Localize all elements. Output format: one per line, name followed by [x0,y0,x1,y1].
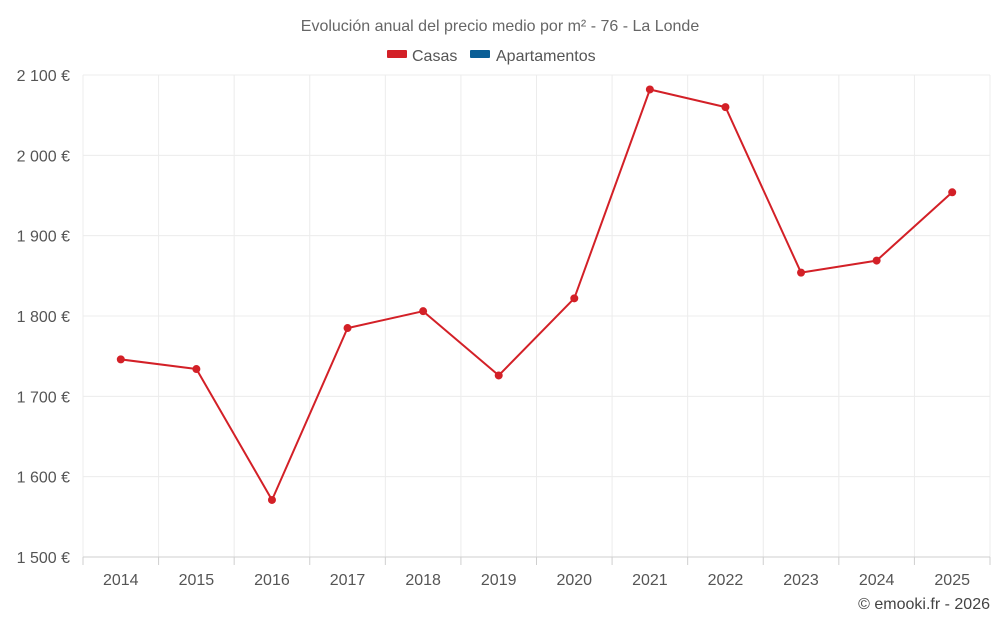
legend-item-apartamentos[interactable]: Apartamentos [470,48,596,65]
x-tick-label: 2019 [481,572,517,589]
legend-swatch-casas [387,50,407,58]
x-tick-label: 2022 [708,572,744,589]
x-tick-label: 2014 [103,572,139,589]
y-tick-label: 1 700 € [17,389,70,406]
data-point-casas-2017[interactable] [343,324,352,333]
x-tick-label: 2024 [859,572,895,589]
x-tick-label: 2015 [179,572,215,589]
data-point-casas-2020[interactable] [570,294,579,303]
legend-label-apartamentos: Apartamentos [496,48,596,65]
data-point-casas-2018[interactable] [419,307,428,316]
y-tick-label: 2 000 € [17,148,70,165]
data-point-casas-2016[interactable] [267,495,276,504]
y-axis: 1 500 € 1 600 € 1 700 € 1 800 € 1 900 € 2 000… [17,68,70,567]
y-tick-label: 1 900 € [17,229,70,246]
y-tick-label: 1 800 € [17,309,70,326]
legend: Casas Apartamentos [387,48,596,65]
x-tick-label: 2021 [632,572,668,589]
legend-swatch-apartamentos [470,50,490,58]
data-point-casas-2024[interactable] [872,256,881,265]
data-point-casas-2022[interactable] [721,103,730,112]
data-point-casas-2023[interactable] [797,268,806,277]
grid [82,74,991,557]
data-point-casas-2021[interactable] [645,85,654,94]
legend-item-casas[interactable]: Casas [387,48,457,65]
x-tick-label: 2016 [254,572,290,589]
x-tick-label: 2025 [934,572,970,589]
y-tick-label: 2 100 € [17,68,70,85]
credit-text: © emooki.fr - 2026 [858,596,990,613]
x-tick-label: 2023 [783,572,819,589]
x-axis: 2014 2015 2016 2017 2018 2019 2020 2021 2022 2023… [82,556,991,589]
x-tick-label: 2017 [330,572,366,589]
data-point-casas-2014[interactable] [116,355,125,364]
y-tick-label: 1 500 € [17,550,70,567]
series-line-casas [120,88,953,501]
x-tick-label: 2018 [405,572,441,589]
chart-title: Evolución anual del precio medio por m² … [301,18,700,35]
series-layer [116,85,957,504]
data-point-casas-2015[interactable] [192,365,201,374]
y-tick-label: 1 600 € [17,470,70,487]
legend-label-casas: Casas [412,48,457,65]
data-point-casas-2025[interactable] [948,188,957,197]
data-point-casas-2019[interactable] [494,371,503,380]
x-tick-label: 2020 [556,572,592,589]
